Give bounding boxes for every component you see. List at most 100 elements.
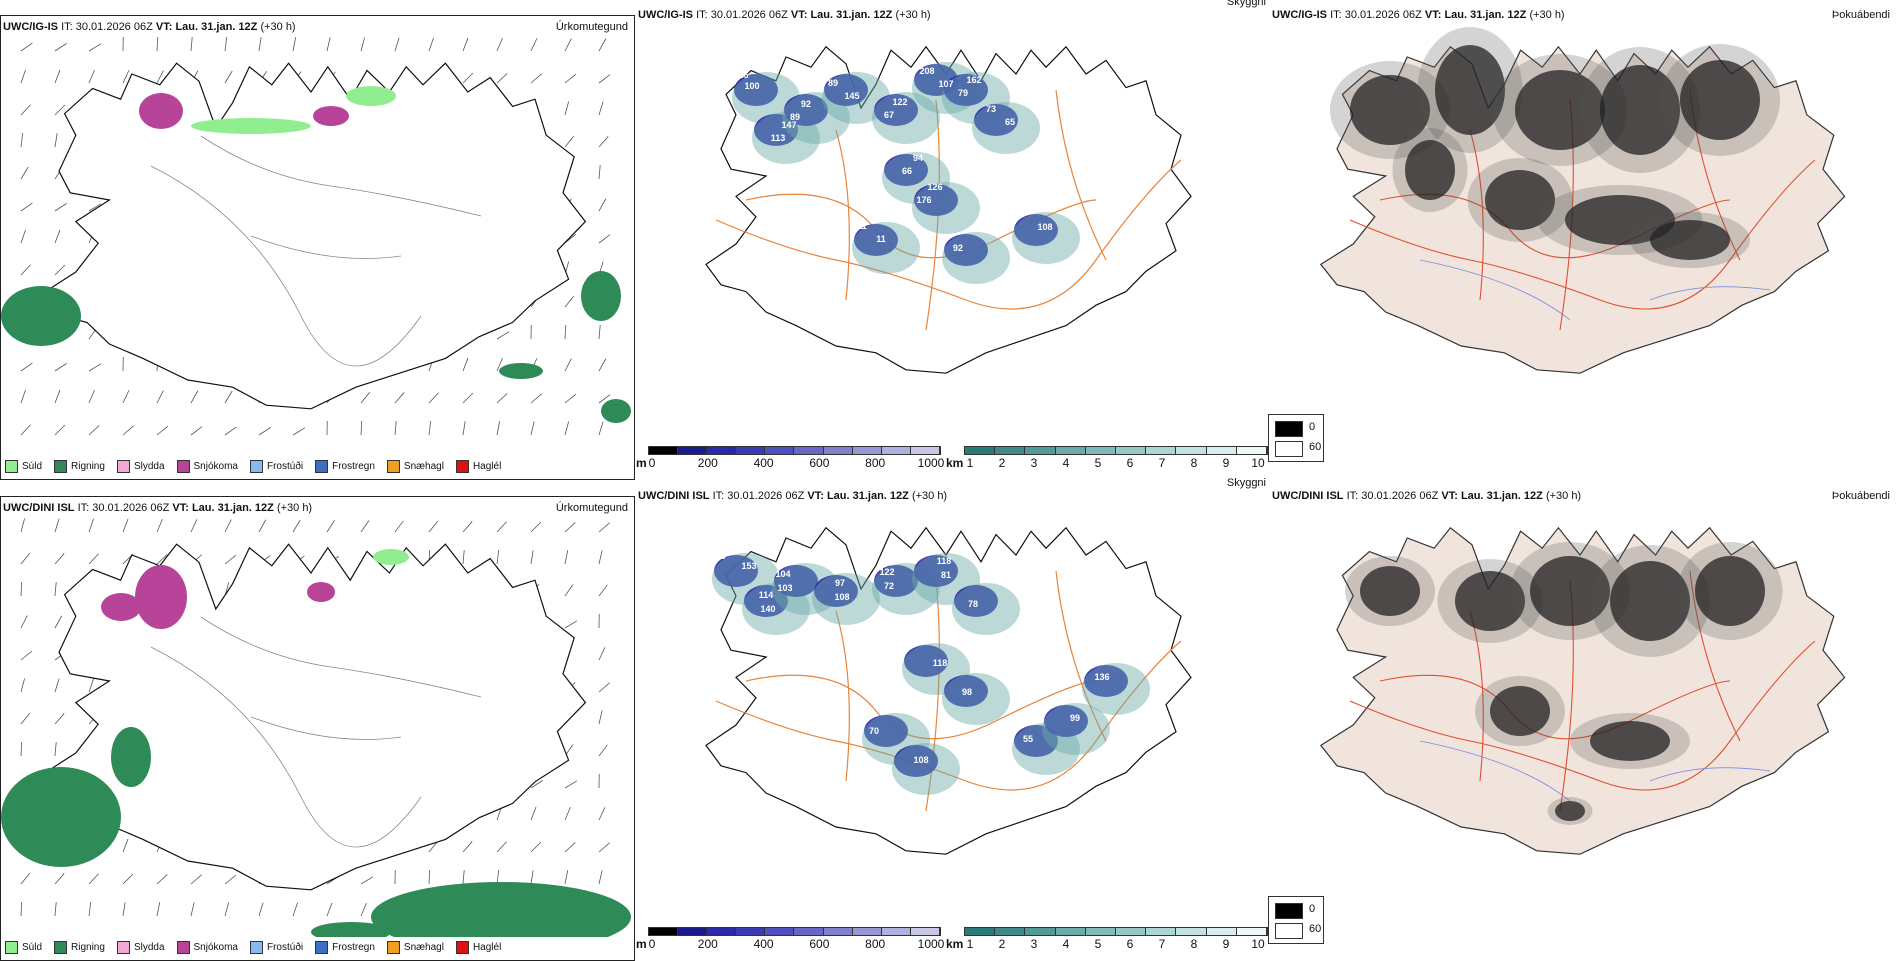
- colorbar-swatch: [853, 447, 882, 454]
- cloud-base-label: 81: [941, 570, 951, 580]
- cloud-base-label: 122: [879, 567, 894, 577]
- colorbar-unit: m: [636, 937, 647, 951]
- cloud-base-label: 108: [1037, 222, 1052, 232]
- cloud-base-label: 145: [844, 91, 859, 101]
- panel-name: Úrkomutegund: [556, 502, 628, 514]
- panel-name: Skyggni: [1227, 0, 1266, 8]
- colorbar-tick: 3: [1031, 937, 1038, 951]
- legend-swatch: [250, 941, 263, 954]
- legend-label: Frostúði: [267, 461, 303, 472]
- cloud-base-label: 11: [857, 221, 867, 231]
- legend-box-dark: [1275, 903, 1303, 919]
- cloud-base-label: 122: [892, 97, 907, 107]
- colorbar-swatches: [964, 927, 1268, 936]
- colorbar-tick: 0: [649, 937, 656, 951]
- cloud-base-label: 107: [938, 79, 953, 89]
- fog-index-legend: 0 60: [1268, 896, 1324, 944]
- colorbar-swatch: [707, 928, 736, 935]
- colorbar-tick: 4: [1063, 456, 1070, 470]
- panel-title: UWC/DINI ISL IT: 30.01.2026 06Z VT: Lau.…: [3, 502, 312, 514]
- colorbar-swatch: [882, 447, 911, 454]
- legend-item: Haglél: [456, 460, 501, 473]
- legend-item: Haglél: [456, 941, 501, 954]
- colorbar-tick: 6: [1127, 937, 1134, 951]
- colorbar-tick: 400: [754, 937, 774, 951]
- legend-label: Snjókoma: [194, 461, 238, 472]
- cloud-base-label: 11: [876, 234, 886, 244]
- panel-title: UWC/IG-IS IT: 30.01.2026 06Z VT: Lau. 31…: [638, 9, 931, 21]
- legend-label: Snæhagl: [404, 461, 444, 472]
- fog-index-panel: UWC/DINI ISL IT: 30.01.2026 06Z VT: Lau.…: [1270, 481, 1900, 951]
- cloud-base-label: 78: [968, 599, 978, 609]
- legend-swatch: [315, 460, 328, 473]
- precip-type-map: [1, 16, 634, 456]
- colorbar-tick: 7: [1159, 937, 1166, 951]
- colorbar-swatch: [707, 447, 736, 454]
- legend-label: Snæhagl: [404, 942, 444, 953]
- legend-swatch: [54, 460, 67, 473]
- legend-label: Rigning: [71, 942, 105, 953]
- colorbar-swatch: [794, 447, 823, 454]
- cloud-base-label: 55: [1023, 734, 1033, 744]
- fog-index-legend: 0 60: [1268, 414, 1324, 462]
- colorbar-tick: 5: [1095, 937, 1102, 951]
- colorbar-swatch: [1237, 928, 1267, 935]
- colorbar-swatch: [1176, 928, 1206, 935]
- cloud-base-label: 72: [884, 581, 894, 591]
- legend-label-top: 0: [1309, 421, 1315, 433]
- colorbar-tick: 8: [1191, 456, 1198, 470]
- legend-box-light: [1275, 441, 1303, 457]
- cloud-base-label: 113: [771, 133, 786, 143]
- colorbar-tick: 6: [1127, 456, 1134, 470]
- cloud-base-label: 66: [902, 166, 912, 176]
- precip-type-panel: UWC/DINI ISL IT: 30.01.2026 06Z VT: Lau.…: [0, 496, 635, 961]
- colorbar-swatch: [736, 447, 765, 454]
- colorbar-swatch: [911, 928, 940, 935]
- fog-index-map: [1270, 481, 1900, 911]
- legend-box-light: [1275, 923, 1303, 939]
- cloud-base-label: 153: [741, 561, 756, 571]
- panel-name: Þokuábendi: [1832, 490, 1890, 502]
- legend-label: Frostúði: [267, 942, 303, 953]
- legend-item: Súld: [5, 460, 42, 473]
- colorbar-tick: 200: [698, 456, 718, 470]
- colorbar-swatch: [824, 928, 853, 935]
- colorbar-swatch: [853, 928, 882, 935]
- legend-item: Súld: [5, 941, 42, 954]
- panel-title: UWC/DINI ISL IT: 30.01.2026 06Z VT: Lau.…: [638, 490, 947, 502]
- colorbar-swatch: [882, 928, 911, 935]
- legend-swatch: [117, 460, 130, 473]
- legend-label-top: 0: [1309, 903, 1315, 915]
- colorbar-tick: 4: [1063, 937, 1070, 951]
- legend-item: Snæhagl: [387, 941, 444, 954]
- legend-swatch: [387, 460, 400, 473]
- cloud-base-label: 147: [781, 120, 796, 130]
- cloud-base-label: 136: [1094, 672, 1109, 682]
- colorbar-swatch: [1086, 928, 1116, 935]
- legend-item: Rigning: [54, 941, 105, 954]
- colorbar-swatch: [1116, 447, 1146, 454]
- cloud-base-label: 70: [869, 726, 879, 736]
- cloud-base-map: 8914010310872817811898701085599136153114…: [636, 481, 1268, 911]
- legend-item: Frostúði: [250, 941, 303, 954]
- colorbar-tick: 200: [698, 937, 718, 951]
- cloud-base-label: 108: [834, 592, 849, 602]
- legend-label: Haglél: [473, 942, 501, 953]
- legend-item: Rigning: [54, 460, 105, 473]
- colorbar-swatch: [765, 447, 794, 454]
- cloud-base-label: 92: [953, 243, 963, 253]
- colorbar-swatch: [1207, 928, 1237, 935]
- colorbar-swatch: [649, 928, 678, 935]
- forecast-row: UWC/DINI ISL IT: 30.01.2026 06Z VT: Lau.…: [0, 481, 1900, 951]
- colorbar-unit: m: [636, 456, 647, 470]
- legend-swatch: [456, 460, 469, 473]
- legend-label: Súld: [22, 942, 42, 953]
- cloud-base-label: 126: [733, 70, 748, 80]
- colorbar-tick: 3: [1031, 456, 1038, 470]
- legend-label: Slydda: [134, 942, 165, 953]
- colorbar-swatch: [1207, 447, 1237, 454]
